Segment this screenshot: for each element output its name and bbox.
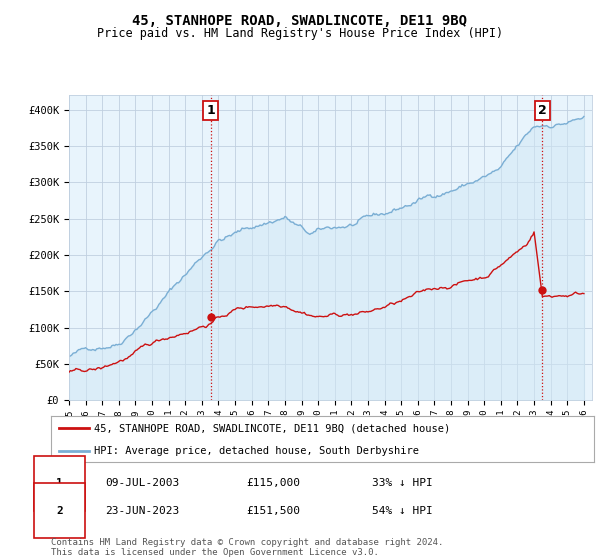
Text: 45, STANHOPE ROAD, SWADLINCOTE, DE11 9BQ: 45, STANHOPE ROAD, SWADLINCOTE, DE11 9BQ (133, 14, 467, 28)
Text: 54% ↓ HPI: 54% ↓ HPI (372, 506, 433, 516)
Text: £115,000: £115,000 (246, 478, 300, 488)
Text: 23-JUN-2023: 23-JUN-2023 (105, 506, 179, 516)
Text: 33% ↓ HPI: 33% ↓ HPI (372, 478, 433, 488)
Text: 45, STANHOPE ROAD, SWADLINCOTE, DE11 9BQ (detached house): 45, STANHOPE ROAD, SWADLINCOTE, DE11 9BQ… (94, 423, 451, 433)
Text: 09-JUL-2003: 09-JUL-2003 (105, 478, 179, 488)
Text: 2: 2 (538, 104, 547, 118)
Text: 2: 2 (56, 506, 63, 516)
Text: 1: 1 (206, 104, 215, 118)
Text: Price paid vs. HM Land Registry's House Price Index (HPI): Price paid vs. HM Land Registry's House … (97, 27, 503, 40)
Text: HPI: Average price, detached house, South Derbyshire: HPI: Average price, detached house, Sout… (94, 446, 419, 455)
Text: Contains HM Land Registry data © Crown copyright and database right 2024.
This d: Contains HM Land Registry data © Crown c… (51, 538, 443, 557)
Text: £151,500: £151,500 (246, 506, 300, 516)
Text: 1: 1 (56, 478, 63, 488)
